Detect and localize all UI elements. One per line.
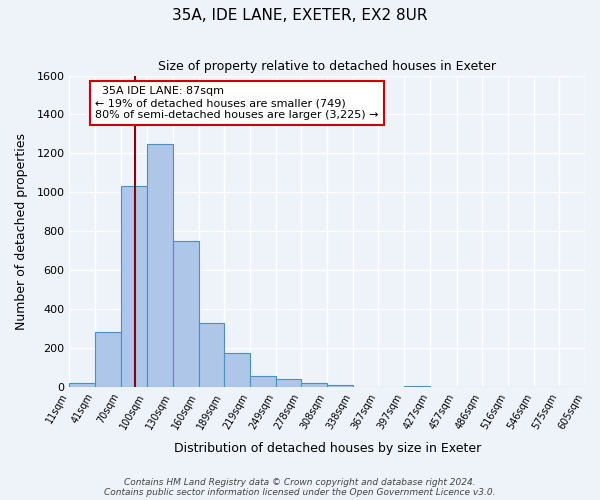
Y-axis label: Number of detached properties: Number of detached properties — [15, 132, 28, 330]
Text: Contains HM Land Registry data © Crown copyright and database right 2024.
Contai: Contains HM Land Registry data © Crown c… — [104, 478, 496, 497]
Bar — [301, 383, 327, 387]
Bar — [95, 332, 121, 387]
Bar — [121, 186, 146, 387]
Bar — [173, 241, 199, 387]
Text: 35A IDE LANE: 87sqm  
← 19% of detached houses are smaller (749)
80% of semi-det: 35A IDE LANE: 87sqm ← 19% of detached ho… — [95, 86, 379, 120]
Title: Size of property relative to detached houses in Exeter: Size of property relative to detached ho… — [158, 60, 496, 73]
Bar — [327, 385, 353, 387]
Bar — [70, 383, 95, 387]
Bar — [146, 144, 173, 387]
Bar — [276, 379, 301, 387]
Bar — [224, 353, 250, 387]
Bar — [250, 376, 276, 387]
Text: 35A, IDE LANE, EXETER, EX2 8UR: 35A, IDE LANE, EXETER, EX2 8UR — [172, 8, 428, 22]
Bar — [199, 322, 224, 387]
Bar — [404, 386, 430, 387]
X-axis label: Distribution of detached houses by size in Exeter: Distribution of detached houses by size … — [173, 442, 481, 455]
